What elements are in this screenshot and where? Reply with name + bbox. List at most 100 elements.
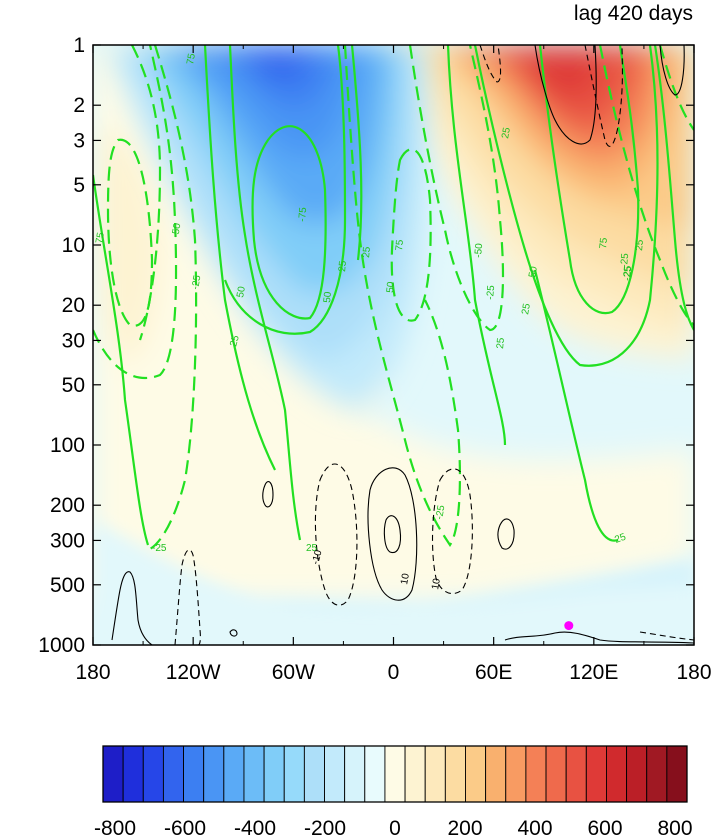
colorbar-swatch: [243, 745, 265, 803]
contour-label: -25: [190, 274, 203, 291]
green-solid-contours: [93, 45, 694, 546]
contour-label: -25: [485, 284, 497, 300]
colorbar-swatch: [444, 745, 466, 803]
x-tick-label: 60E: [475, 661, 512, 684]
colorbar-swatch: [545, 745, 567, 803]
contour-label: -10: [310, 549, 324, 566]
contour-label: -25: [622, 265, 634, 281]
contour-label: 25: [228, 334, 242, 348]
colorbar-swatch: [626, 745, 648, 803]
black-solid-contours: [111, 45, 694, 645]
x-tick-label: 180: [75, 661, 110, 684]
green-contour-labels: 75 -50 25 -25 50 75 25 50 -75 50 25 -25 …: [94, 52, 646, 554]
contour-label: -50: [170, 222, 183, 239]
x-tick-label: 120E: [569, 661, 618, 684]
contour-label: -75: [297, 206, 309, 222]
contour-label: 25: [306, 543, 318, 554]
colorbar-swatch: [525, 745, 547, 803]
contour-label: 25: [495, 337, 507, 349]
contour-label: 75: [394, 239, 406, 251]
chart-title: lag 420 days: [574, 2, 693, 25]
colorbar-swatch: [263, 745, 285, 803]
contour-label: 50: [322, 291, 334, 303]
colorbar-tick-label: -200: [304, 817, 346, 838]
x-tick-label: 120W: [166, 661, 221, 684]
y-tick-label: 20: [62, 294, 85, 317]
colorbar-swatch: [666, 745, 688, 803]
green-dashed-contours: [93, 45, 694, 552]
colorbar-swatch: [404, 745, 426, 803]
contour-label: 75: [185, 52, 198, 65]
colorbar-swatch: [122, 745, 144, 803]
x-tick-label: 180: [676, 661, 711, 684]
colorbar-swatch: [585, 745, 607, 803]
y-tick-label: 1000: [38, 634, 85, 657]
contour-label: 25: [337, 260, 349, 272]
contour-label: 25: [500, 126, 513, 139]
y-tick-label: 1: [73, 34, 85, 57]
contour-label: 50: [385, 281, 397, 293]
contour-label: -25: [434, 504, 447, 521]
contour-label: 50: [527, 265, 540, 278]
colorbar-tick-label: 800: [657, 817, 692, 838]
plot-area: 75 -50 25 -25 50 75 25 50 -75 50 25 -25 …: [93, 45, 694, 645]
contour-label: 50: [235, 285, 248, 298]
colorbar-swatch: [344, 745, 366, 803]
colorbar-tick-label: 200: [447, 817, 482, 838]
contour-label: 25: [520, 302, 533, 315]
contour-label: 25: [361, 246, 373, 258]
colorbar-swatch: [283, 745, 305, 803]
colorbar: -800 -600 -400 -200 0 200 400 600 800: [94, 745, 693, 838]
contour-label: 25: [622, 265, 634, 277]
black-dashed-contours: [174, 45, 694, 645]
x-axis: 180 120W 60W 0 60E 120E 180: [75, 45, 712, 684]
contour-label: 25: [634, 239, 646, 251]
y-tick-label: 10: [62, 234, 85, 257]
colorbar-swatch: [142, 745, 164, 803]
colorbar-swatch: [565, 745, 587, 803]
colorbar-tick-label: -600: [164, 817, 206, 838]
contour-label: -50: [473, 242, 485, 258]
near-surface-shading: [93, 520, 694, 645]
colorbar-swatch: [424, 745, 446, 803]
contour-label: 10: [399, 572, 412, 585]
positive-anomaly-shading: [380, 45, 694, 360]
y-tick-label: 200: [50, 494, 85, 517]
y-tick-label: 2: [73, 94, 85, 117]
colorbar-tick-label: -400: [234, 817, 276, 838]
colorbar-swatch: [485, 745, 507, 803]
colorbar-swatch: [183, 745, 205, 803]
contour-label: -25: [152, 543, 167, 554]
colorbar-swatch: [505, 745, 527, 803]
colorbar-swatch: [324, 745, 346, 803]
colorbar-tick-label: 400: [517, 817, 552, 838]
colorbar-swatch: [364, 745, 386, 803]
colorbar-frame: [102, 745, 688, 803]
colorbar-tick-label: 600: [587, 817, 622, 838]
colorbar-swatch: [605, 745, 628, 803]
colorbar-swatch: [223, 745, 245, 803]
contour-label: -25: [619, 252, 631, 268]
x-tick-label: 0: [388, 661, 400, 684]
y-tick-label: 500: [50, 574, 85, 597]
y-axis: 1 2 3 5 10 20 30 50 100 200 300 500 1000: [38, 34, 694, 657]
y-tick-label: 300: [50, 529, 85, 552]
contour-label: 10: [430, 577, 443, 590]
colorbar-swatch: [384, 745, 406, 803]
y-tick-label: 3: [73, 129, 85, 152]
contour-label: 75: [94, 231, 107, 244]
y-tick-label: 5: [73, 174, 85, 197]
colorbar-swatch: [203, 745, 225, 803]
x-tick-label: 60W: [272, 661, 315, 684]
contour-label: 75: [598, 237, 610, 249]
y-tick-label: 50: [62, 374, 85, 397]
colorbar-swatch: [162, 745, 185, 803]
colorbar-swatch: [465, 745, 487, 803]
black-contour-labels: -10 10 10: [310, 549, 443, 591]
y-tick-label: 100: [50, 434, 85, 457]
colorbar-swatch: [102, 745, 124, 803]
location-marker: [564, 621, 574, 631]
colorbar-tick-label: -800: [94, 817, 136, 838]
contour-label: 25: [613, 532, 628, 546]
